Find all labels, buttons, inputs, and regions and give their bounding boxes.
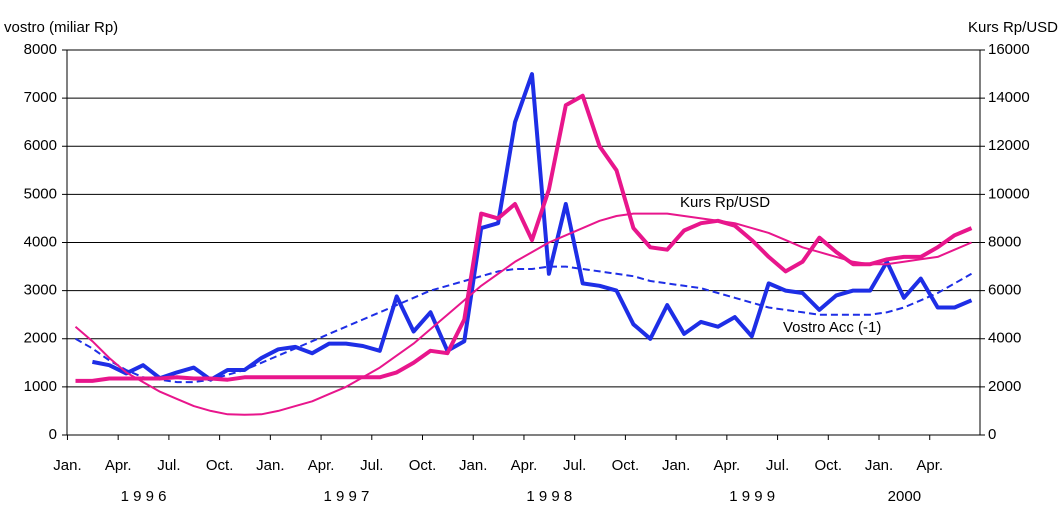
- x-tick-label: Jul.: [360, 457, 383, 474]
- year-label: 1 9 9 8: [526, 488, 572, 505]
- x-tick-label: Oct.: [815, 457, 843, 474]
- x-tick-label: Oct.: [612, 457, 640, 474]
- y2-tick-label: 4000: [988, 330, 1021, 347]
- x-tick-label: Jan.: [53, 457, 81, 474]
- y2-axis-title: Kurs Rp/USD: [968, 19, 1058, 36]
- x-tick-label: Jul.: [157, 457, 180, 474]
- x-tick-label: Jan.: [459, 457, 487, 474]
- x-tick-label: Jan.: [865, 457, 893, 474]
- y2-tick-label: 2000: [988, 378, 1021, 395]
- series-line: [92, 72, 973, 382]
- series-label: Vostro Acc (-1): [783, 319, 881, 336]
- series-label: Kurs Rp/USD: [680, 194, 770, 211]
- y2-tick-label: 8000: [988, 233, 1021, 250]
- x-tick-label: Jan.: [662, 457, 690, 474]
- x-tick-label: Apr.: [511, 457, 538, 474]
- y-tick-label: 6000: [24, 137, 57, 154]
- x-tick-label: Apr.: [105, 457, 132, 474]
- y-tick-label: 3000: [24, 282, 57, 299]
- x-tick-label: Apr.: [308, 457, 335, 474]
- x-tick-label: Apr.: [713, 457, 740, 474]
- year-label: 2000: [888, 488, 921, 505]
- y-tick-label: 0: [49, 426, 57, 443]
- y2-tick-label: 6000: [988, 282, 1021, 299]
- x-tick-label: Jul.: [563, 457, 586, 474]
- year-label: 1 9 9 9: [729, 488, 775, 505]
- y2-tick-label: 12000: [988, 137, 1030, 154]
- series-line: [75, 265, 972, 384]
- y-tick-label: 1000: [24, 378, 57, 395]
- y-tick-label: 5000: [24, 185, 57, 202]
- y-tick-label: 2000: [24, 330, 57, 347]
- x-tick-label: Oct.: [409, 457, 437, 474]
- x-tick-label: Apr.: [916, 457, 943, 474]
- y-axis-title: vostro (miliar Rp): [4, 19, 118, 36]
- series-line: [75, 93, 973, 383]
- y-tick-label: 8000: [24, 41, 57, 58]
- y2-tick-label: 16000: [988, 41, 1030, 58]
- y-tick-label: 4000: [24, 233, 57, 250]
- year-label: 1 9 9 6: [121, 488, 167, 505]
- x-tick-label: Jan.: [256, 457, 284, 474]
- y2-tick-label: 0: [988, 426, 996, 443]
- series-line: [74, 212, 972, 416]
- y-tick-label: 7000: [24, 89, 57, 106]
- y2-tick-label: 10000: [988, 185, 1030, 202]
- x-tick-label: Jul.: [766, 457, 789, 474]
- year-label: 1 9 9 7: [323, 488, 369, 505]
- x-tick-label: Oct.: [206, 457, 234, 474]
- y2-tick-label: 14000: [988, 89, 1030, 106]
